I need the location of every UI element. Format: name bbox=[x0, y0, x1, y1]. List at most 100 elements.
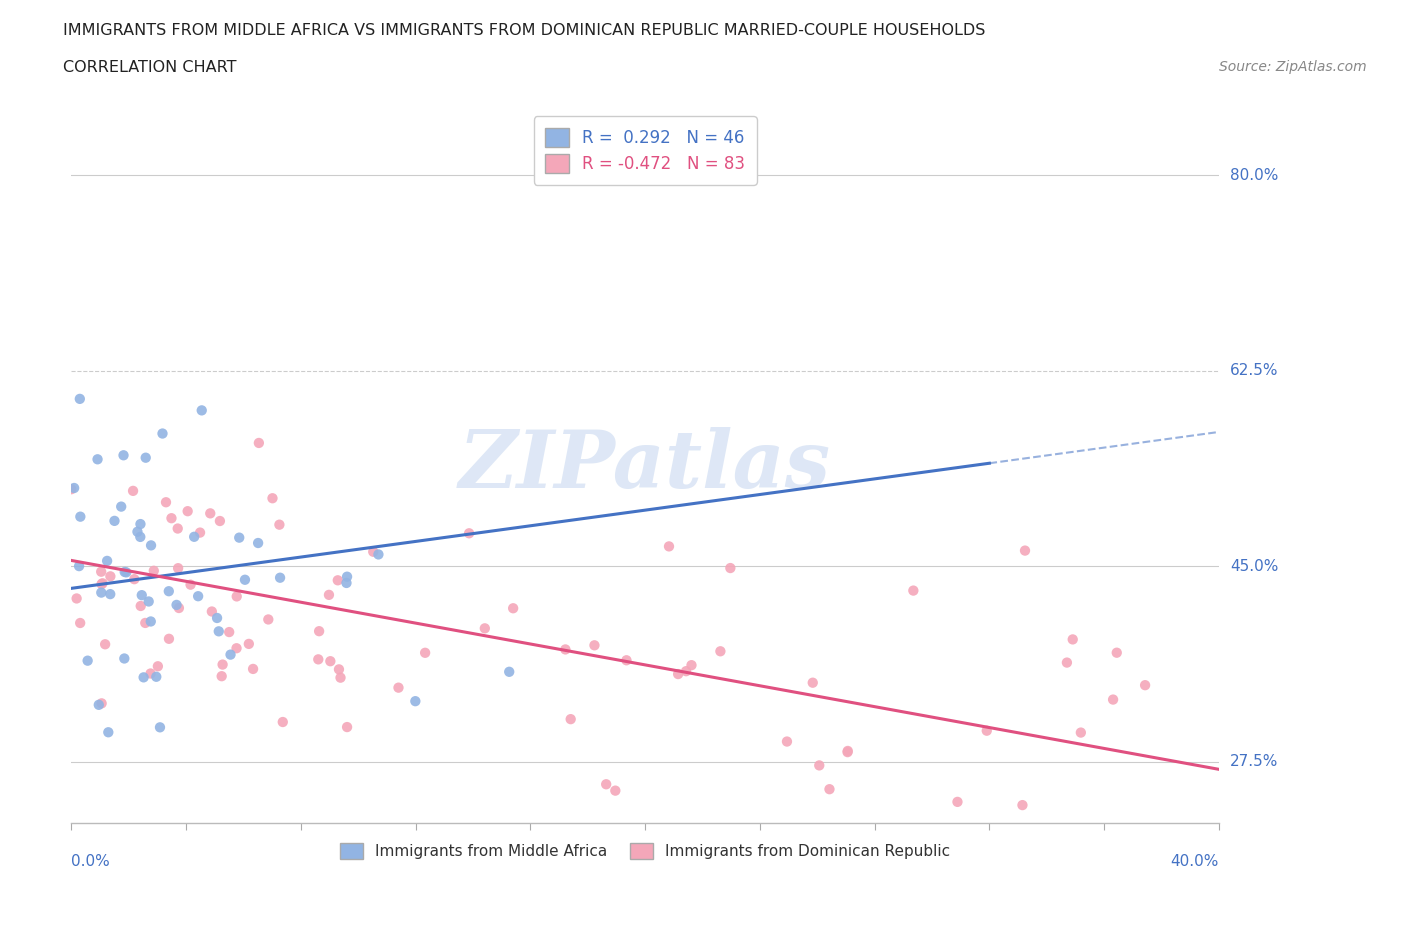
Point bbox=[361, 544, 384, 559]
Point bbox=[658, 539, 681, 554]
Point bbox=[139, 614, 162, 629]
Point bbox=[205, 610, 228, 625]
Point bbox=[308, 624, 330, 639]
Point bbox=[808, 758, 831, 773]
Point bbox=[801, 675, 824, 690]
Point bbox=[67, 559, 90, 574]
Point bbox=[837, 743, 859, 758]
Point bbox=[681, 658, 703, 672]
Point bbox=[387, 680, 409, 695]
Point bbox=[208, 513, 231, 528]
Text: 27.5%: 27.5% bbox=[1230, 754, 1278, 769]
Point bbox=[404, 694, 426, 709]
Point bbox=[946, 794, 969, 809]
Point bbox=[90, 577, 112, 591]
Point bbox=[138, 594, 160, 609]
Point bbox=[262, 491, 284, 506]
Point bbox=[554, 642, 576, 657]
Point bbox=[1014, 543, 1036, 558]
Text: 80.0%: 80.0% bbox=[1230, 167, 1278, 182]
Point bbox=[112, 651, 135, 666]
Point bbox=[60, 482, 83, 497]
Point bbox=[180, 578, 202, 592]
Point bbox=[474, 621, 496, 636]
Point bbox=[605, 783, 627, 798]
Point bbox=[208, 624, 231, 639]
Point bbox=[233, 572, 256, 587]
Text: 0.0%: 0.0% bbox=[72, 854, 110, 869]
Point bbox=[976, 724, 998, 738]
Point bbox=[139, 538, 162, 552]
Point bbox=[87, 698, 110, 712]
Point bbox=[131, 588, 153, 603]
Point bbox=[66, 591, 89, 606]
Point bbox=[458, 525, 481, 540]
Point bbox=[319, 654, 342, 669]
Point bbox=[187, 589, 209, 604]
Point bbox=[94, 637, 117, 652]
Point bbox=[776, 734, 799, 749]
Point bbox=[97, 724, 120, 739]
Point bbox=[129, 599, 152, 614]
Point bbox=[129, 517, 152, 532]
Point bbox=[666, 667, 689, 682]
Point bbox=[336, 569, 359, 584]
Text: CORRELATION CHART: CORRELATION CHART bbox=[63, 60, 236, 75]
Point bbox=[100, 569, 122, 584]
Point bbox=[413, 645, 436, 660]
Point bbox=[90, 585, 112, 600]
Point bbox=[188, 525, 211, 540]
Point bbox=[69, 510, 91, 525]
Point bbox=[595, 777, 617, 791]
Point bbox=[145, 670, 167, 684]
Point bbox=[110, 499, 132, 514]
Point bbox=[1102, 692, 1125, 707]
Point bbox=[1056, 655, 1078, 670]
Point bbox=[228, 530, 250, 545]
Point bbox=[336, 720, 359, 735]
Point bbox=[367, 547, 389, 562]
Point bbox=[201, 604, 224, 619]
Point bbox=[200, 506, 222, 521]
Point bbox=[76, 653, 98, 668]
Point bbox=[114, 565, 136, 579]
Point bbox=[1062, 632, 1084, 647]
Point bbox=[149, 720, 172, 735]
Point bbox=[709, 644, 731, 658]
Point bbox=[1070, 725, 1092, 740]
Point bbox=[166, 521, 188, 536]
Point bbox=[307, 652, 329, 667]
Point bbox=[818, 782, 841, 797]
Point bbox=[329, 671, 352, 685]
Point bbox=[211, 669, 233, 684]
Point bbox=[211, 658, 233, 672]
Point bbox=[837, 745, 859, 760]
Point bbox=[218, 625, 240, 640]
Point bbox=[122, 484, 145, 498]
Text: Source: ZipAtlas.com: Source: ZipAtlas.com bbox=[1219, 60, 1367, 74]
Point bbox=[675, 664, 697, 679]
Legend: Immigrants from Middle Africa, Immigrants from Dominican Republic: Immigrants from Middle Africa, Immigrant… bbox=[333, 836, 956, 865]
Point bbox=[718, 561, 741, 576]
Point bbox=[238, 636, 260, 651]
Point bbox=[1133, 678, 1156, 693]
Point bbox=[219, 647, 242, 662]
Point bbox=[112, 448, 135, 463]
Point bbox=[167, 561, 190, 576]
Point bbox=[129, 529, 152, 544]
Text: 62.5%: 62.5% bbox=[1230, 363, 1278, 378]
Point bbox=[86, 452, 108, 467]
Point bbox=[142, 564, 165, 578]
Point bbox=[903, 583, 925, 598]
Point bbox=[124, 572, 146, 587]
Point bbox=[328, 662, 350, 677]
Point bbox=[135, 450, 157, 465]
Point bbox=[247, 435, 270, 450]
Text: 45.0%: 45.0% bbox=[1230, 559, 1278, 574]
Point bbox=[242, 661, 264, 676]
Point bbox=[176, 504, 198, 519]
Point bbox=[183, 529, 205, 544]
Point bbox=[257, 612, 280, 627]
Point bbox=[96, 553, 118, 568]
Text: ZIPatlas: ZIPatlas bbox=[458, 427, 831, 504]
